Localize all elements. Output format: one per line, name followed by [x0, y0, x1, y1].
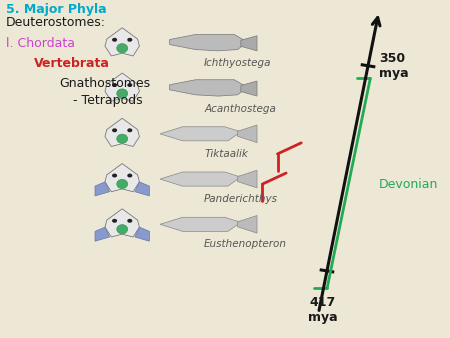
Ellipse shape: [117, 89, 128, 98]
Polygon shape: [105, 28, 140, 56]
Text: Panderichthys: Panderichthys: [204, 194, 278, 204]
Polygon shape: [241, 36, 257, 51]
Text: Gnathostomes: Gnathostomes: [60, 77, 151, 90]
Ellipse shape: [127, 83, 132, 87]
Text: Deuterostomes:: Deuterostomes:: [6, 17, 106, 29]
Text: l. Chordata: l. Chordata: [6, 37, 75, 50]
Ellipse shape: [127, 128, 132, 132]
Ellipse shape: [127, 38, 132, 42]
Text: Acanthostega: Acanthostega: [204, 104, 276, 114]
Text: Eusthenopteron: Eusthenopteron: [204, 239, 287, 249]
Ellipse shape: [112, 219, 117, 223]
Ellipse shape: [117, 179, 128, 189]
Polygon shape: [160, 217, 241, 231]
Polygon shape: [238, 216, 257, 233]
Text: 417
mya: 417 mya: [308, 296, 338, 324]
Polygon shape: [95, 227, 109, 241]
Ellipse shape: [112, 83, 117, 87]
Text: Ichthyostega: Ichthyostega: [204, 58, 272, 68]
Polygon shape: [105, 209, 140, 237]
Text: Devonian: Devonian: [379, 177, 438, 191]
Polygon shape: [241, 81, 257, 96]
Ellipse shape: [127, 174, 132, 177]
Polygon shape: [170, 34, 248, 51]
Polygon shape: [170, 80, 248, 96]
Ellipse shape: [112, 174, 117, 177]
Ellipse shape: [117, 225, 128, 234]
Polygon shape: [238, 125, 257, 143]
Text: 5. Major Phyla: 5. Major Phyla: [6, 3, 106, 16]
Polygon shape: [135, 227, 149, 241]
Polygon shape: [135, 182, 149, 196]
Text: - Tetrapods: - Tetrapods: [72, 94, 142, 106]
Ellipse shape: [112, 128, 117, 132]
Polygon shape: [105, 164, 140, 192]
Polygon shape: [238, 170, 257, 188]
Ellipse shape: [112, 38, 117, 42]
Ellipse shape: [117, 134, 128, 143]
Polygon shape: [160, 127, 241, 141]
Ellipse shape: [117, 44, 128, 53]
Ellipse shape: [127, 219, 132, 223]
Text: Vertebrata: Vertebrata: [34, 57, 110, 70]
Text: Tiktaalik: Tiktaalik: [204, 149, 248, 159]
Text: 350
mya: 350 mya: [379, 52, 409, 80]
Polygon shape: [105, 118, 140, 146]
Polygon shape: [160, 172, 241, 186]
Polygon shape: [95, 182, 109, 196]
Polygon shape: [105, 73, 140, 101]
